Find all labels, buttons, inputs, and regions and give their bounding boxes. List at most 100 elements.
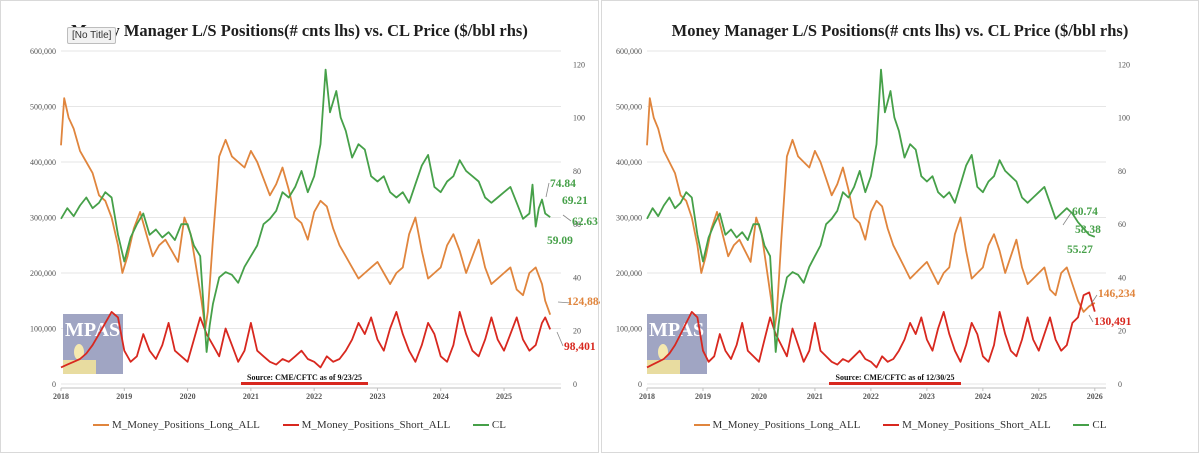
source-underline bbox=[241, 382, 368, 385]
x-tick-label: 2023 bbox=[919, 392, 935, 401]
legend-label-long: M_Money_Positions_Long_ALL bbox=[712, 419, 861, 431]
no-title-tooltip: [No Title] bbox=[67, 27, 117, 44]
x-tick-label: 2019 bbox=[695, 392, 711, 401]
y-right-tick-label: 100 bbox=[573, 114, 585, 123]
y-left-tick-label: 0 bbox=[638, 380, 642, 389]
legend-swatch-long bbox=[93, 424, 109, 427]
data-label: 124,884 bbox=[567, 296, 600, 308]
annotation-leader bbox=[562, 214, 572, 222]
legend-item-short[interactable]: M_Money_Positions_Short_ALL bbox=[883, 419, 1051, 431]
legend-label-short: M_Money_Positions_Short_ALL bbox=[301, 419, 451, 431]
y-left-tick-label: 600,000 bbox=[30, 47, 56, 56]
y-right-tick-label: 120 bbox=[573, 60, 585, 69]
legend-item-cl[interactable]: CL bbox=[1073, 419, 1106, 431]
legend-swatch-short bbox=[282, 424, 299, 427]
y-left-tick-label: 0 bbox=[52, 380, 56, 389]
legend-swatch-short bbox=[883, 424, 900, 427]
legend-swatch-cl bbox=[1073, 424, 1090, 427]
x-tick-label: 2019 bbox=[116, 392, 132, 401]
cl-series-line bbox=[646, 68, 1096, 353]
mpas-watermark-text: MPAS bbox=[65, 319, 120, 341]
legend-left: M_Money_Positions_Long_ALL M_Money_Posit… bbox=[1, 419, 598, 431]
x-tick-label: 2018 bbox=[639, 392, 655, 401]
x-tick-label: 2026 bbox=[1087, 392, 1103, 401]
chart-panel-left: 0 100,000 200,000 300,000 400,000 500,000 600,… bbox=[0, 0, 600, 453]
y-right-tick-label: 0 bbox=[1118, 380, 1122, 389]
data-label: 60.74 bbox=[1072, 206, 1098, 218]
chart-panel-right: 0 100,000 200,000 300,000 400,000 500,000 600,… bbox=[601, 0, 1199, 453]
y-left-tick-label: 200,000 bbox=[30, 269, 56, 278]
y-right-tick-label: 60 bbox=[573, 220, 581, 229]
y-right-tick-label: 80 bbox=[573, 167, 581, 176]
source-underline bbox=[829, 382, 961, 385]
y-right-tick-label: 0 bbox=[573, 380, 577, 389]
y-left-tick-label: 300,000 bbox=[30, 214, 56, 223]
legend-item-short[interactable]: M_Money_Positions_Short_ALL bbox=[282, 419, 451, 431]
legend-item-cl[interactable]: CL bbox=[472, 419, 506, 431]
x-tick-label: 2018 bbox=[53, 392, 69, 401]
x-tick-label: 2024 bbox=[975, 392, 991, 401]
source-label: Source: CME/CFTC as of 9/23/25 bbox=[247, 373, 362, 382]
data-label: 146,234 bbox=[1098, 288, 1136, 300]
y-left-tick-label: 600,000 bbox=[616, 47, 642, 56]
x-tick-label: 2020 bbox=[751, 392, 767, 401]
x-tick-label: 2025 bbox=[1031, 392, 1047, 401]
legend-label-cl: CL bbox=[1092, 419, 1107, 431]
data-label: 58.38 bbox=[1075, 224, 1101, 236]
long-series-line bbox=[60, 97, 552, 330]
y-left-tick-label: 400,000 bbox=[616, 158, 642, 167]
data-label: 55.27 bbox=[1067, 244, 1093, 256]
chart-title-left: Money Manager L/S Positions(# cnts lhs) … bbox=[71, 21, 528, 40]
annotation-leader bbox=[556, 331, 564, 347]
y-left-tick-label: 400,000 bbox=[30, 158, 56, 167]
y-right-tick-label: 40 bbox=[573, 273, 581, 282]
long-series-line bbox=[646, 97, 1096, 330]
data-label: 59.09 bbox=[547, 235, 573, 247]
short-series-line bbox=[60, 310, 552, 369]
data-label: 130,491 bbox=[1094, 316, 1132, 328]
x-tick-label: 2025 bbox=[496, 392, 512, 401]
x-tick-label: 2024 bbox=[433, 392, 449, 401]
y-right-tick-label: 40 bbox=[1118, 273, 1126, 282]
legend-label-long: M_Money_Positions_Long_ALL bbox=[112, 419, 260, 431]
annotation-leader bbox=[1062, 212, 1072, 226]
legend-item-long[interactable]: M_Money_Positions_Long_ALL bbox=[693, 419, 861, 431]
data-label: 69.21 bbox=[562, 195, 588, 207]
legend-swatch-long bbox=[693, 424, 710, 427]
x-tick-label: 2020 bbox=[180, 392, 196, 401]
annotation-leader bbox=[1090, 294, 1098, 305]
annotation-leader bbox=[545, 182, 550, 198]
y-right-tick-label: 60 bbox=[1118, 220, 1126, 229]
source-label: Source: CME/CFTC as of 12/30/25 bbox=[836, 373, 955, 382]
y-right-tick-label: 20 bbox=[573, 327, 581, 336]
x-tick-label: 2022 bbox=[863, 392, 879, 401]
chart-plot-right: 0 100,000 200,000 300,000 400,000 500,000 600,… bbox=[616, 47, 1136, 401]
cl-series-line bbox=[60, 68, 551, 353]
mpas-candle-base bbox=[63, 360, 96, 374]
y-left-tick-label: 200,000 bbox=[616, 269, 642, 278]
annotation-leader bbox=[557, 301, 572, 304]
legend-label-short: M_Money_Positions_Short_ALL bbox=[902, 419, 1051, 431]
legend-item-long[interactable]: M_Money_Positions_Long_ALL bbox=[93, 419, 260, 431]
y-left-tick-label: 500,000 bbox=[616, 103, 642, 112]
y-left-tick-label: 100,000 bbox=[616, 325, 642, 334]
y-right-tick-label: 100 bbox=[1118, 114, 1130, 123]
mpas-candle-base bbox=[647, 360, 680, 374]
x-tick-label: 2021 bbox=[243, 392, 259, 401]
data-label: 98,401 bbox=[564, 341, 596, 353]
short-series-line bbox=[646, 291, 1096, 369]
legend-label-cl: CL bbox=[491, 419, 506, 431]
mpas-watermark-text: MPAS bbox=[649, 319, 704, 341]
y-right-tick-label: 120 bbox=[1118, 60, 1130, 69]
y-left-tick-label: 100,000 bbox=[30, 325, 56, 334]
data-label: 62.63 bbox=[572, 216, 598, 228]
mpas-flame bbox=[74, 344, 84, 360]
y-left-tick-label: 300,000 bbox=[616, 214, 642, 223]
chart-title-right: Money Manager L/S Positions(# cnts lhs) … bbox=[671, 21, 1129, 40]
y-left-tick-label: 500,000 bbox=[30, 103, 56, 112]
y-right-tick-label: 80 bbox=[1118, 167, 1126, 176]
y-right-tick-label: 20 bbox=[1118, 327, 1126, 336]
x-tick-label: 2022 bbox=[306, 392, 322, 401]
annotation-leader bbox=[1088, 314, 1094, 323]
x-tick-label: 2023 bbox=[369, 392, 385, 401]
